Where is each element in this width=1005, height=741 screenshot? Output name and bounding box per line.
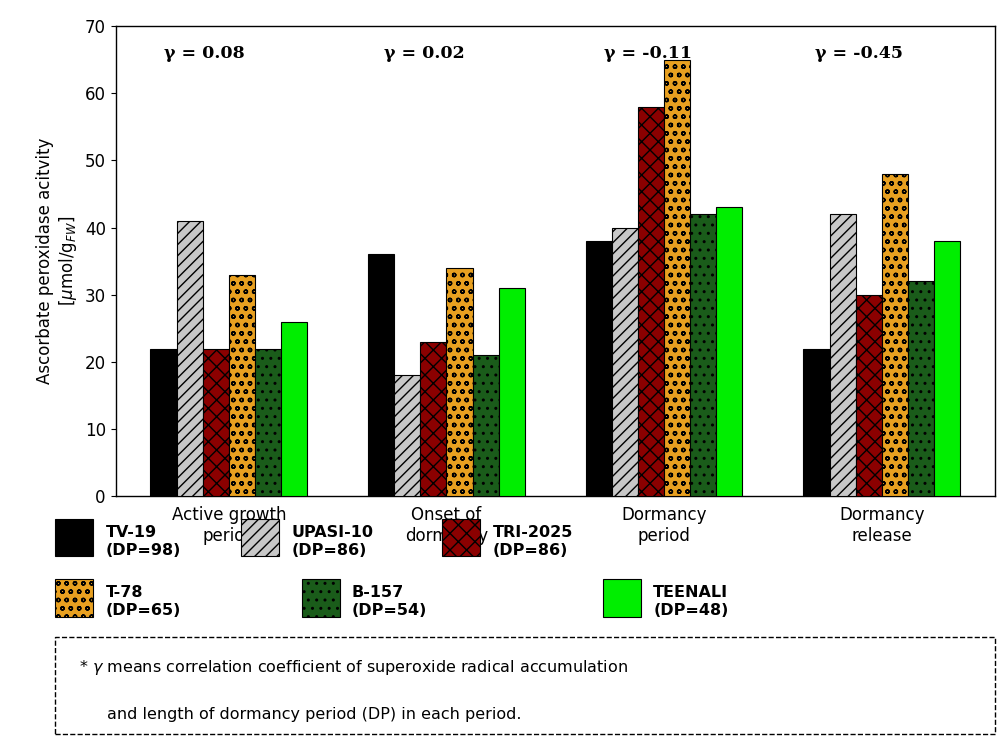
Bar bbox=[803, 348, 829, 496]
Text: (DP=86): (DP=86) bbox=[492, 543, 568, 559]
Bar bbox=[855, 295, 881, 496]
Text: B-157: B-157 bbox=[352, 585, 404, 599]
Bar bbox=[586, 241, 612, 496]
Bar bbox=[151, 348, 177, 496]
Bar bbox=[934, 241, 960, 496]
Text: TEENALI: TEENALI bbox=[653, 585, 729, 599]
Bar bbox=[302, 579, 340, 617]
Bar bbox=[612, 227, 638, 496]
Bar bbox=[203, 348, 229, 496]
Bar bbox=[241, 519, 279, 556]
Text: UPASI-10: UPASI-10 bbox=[291, 525, 374, 539]
Bar bbox=[55, 519, 93, 556]
Bar bbox=[908, 282, 934, 496]
Bar bbox=[603, 579, 641, 617]
Bar bbox=[881, 174, 908, 496]
Bar bbox=[177, 221, 203, 496]
Bar bbox=[829, 214, 855, 496]
Bar bbox=[442, 519, 480, 556]
Bar bbox=[394, 376, 420, 496]
Bar bbox=[690, 214, 717, 496]
Bar bbox=[638, 107, 664, 496]
Bar bbox=[472, 355, 498, 496]
Bar bbox=[664, 59, 690, 496]
Text: γ = 0.02: γ = 0.02 bbox=[384, 44, 464, 62]
Text: * $\gamma$ means correlation coefficient of superoxide radical accumulation: * $\gamma$ means correlation coefficient… bbox=[78, 659, 628, 677]
Text: γ = 0.08: γ = 0.08 bbox=[164, 44, 244, 62]
Text: (DP=54): (DP=54) bbox=[352, 603, 427, 619]
Text: (DP=86): (DP=86) bbox=[291, 543, 367, 559]
Bar bbox=[255, 348, 281, 496]
Text: TV-19: TV-19 bbox=[106, 525, 157, 539]
Text: T-78: T-78 bbox=[106, 585, 143, 599]
Bar bbox=[55, 579, 93, 617]
Text: (DP=48): (DP=48) bbox=[653, 603, 729, 619]
Text: γ = -0.45: γ = -0.45 bbox=[815, 44, 902, 62]
Bar bbox=[368, 254, 394, 496]
Bar bbox=[229, 275, 255, 496]
Text: and length of dormancy period (DP) in each period.: and length of dormancy period (DP) in ea… bbox=[107, 707, 522, 722]
Y-axis label: Ascorbate peroxidase acitvity
[$\mu$mol/g$_{FW}$]: Ascorbate peroxidase acitvity [$\mu$mol/… bbox=[36, 138, 79, 385]
Text: (DP=98): (DP=98) bbox=[106, 543, 181, 559]
Bar bbox=[281, 322, 308, 496]
Bar bbox=[446, 268, 472, 496]
Text: (DP=65): (DP=65) bbox=[106, 603, 181, 619]
Bar bbox=[498, 288, 525, 496]
Bar bbox=[420, 342, 446, 496]
Text: TRI-2025: TRI-2025 bbox=[492, 525, 573, 539]
Bar bbox=[717, 207, 743, 496]
Text: γ = -0.11: γ = -0.11 bbox=[604, 44, 691, 62]
